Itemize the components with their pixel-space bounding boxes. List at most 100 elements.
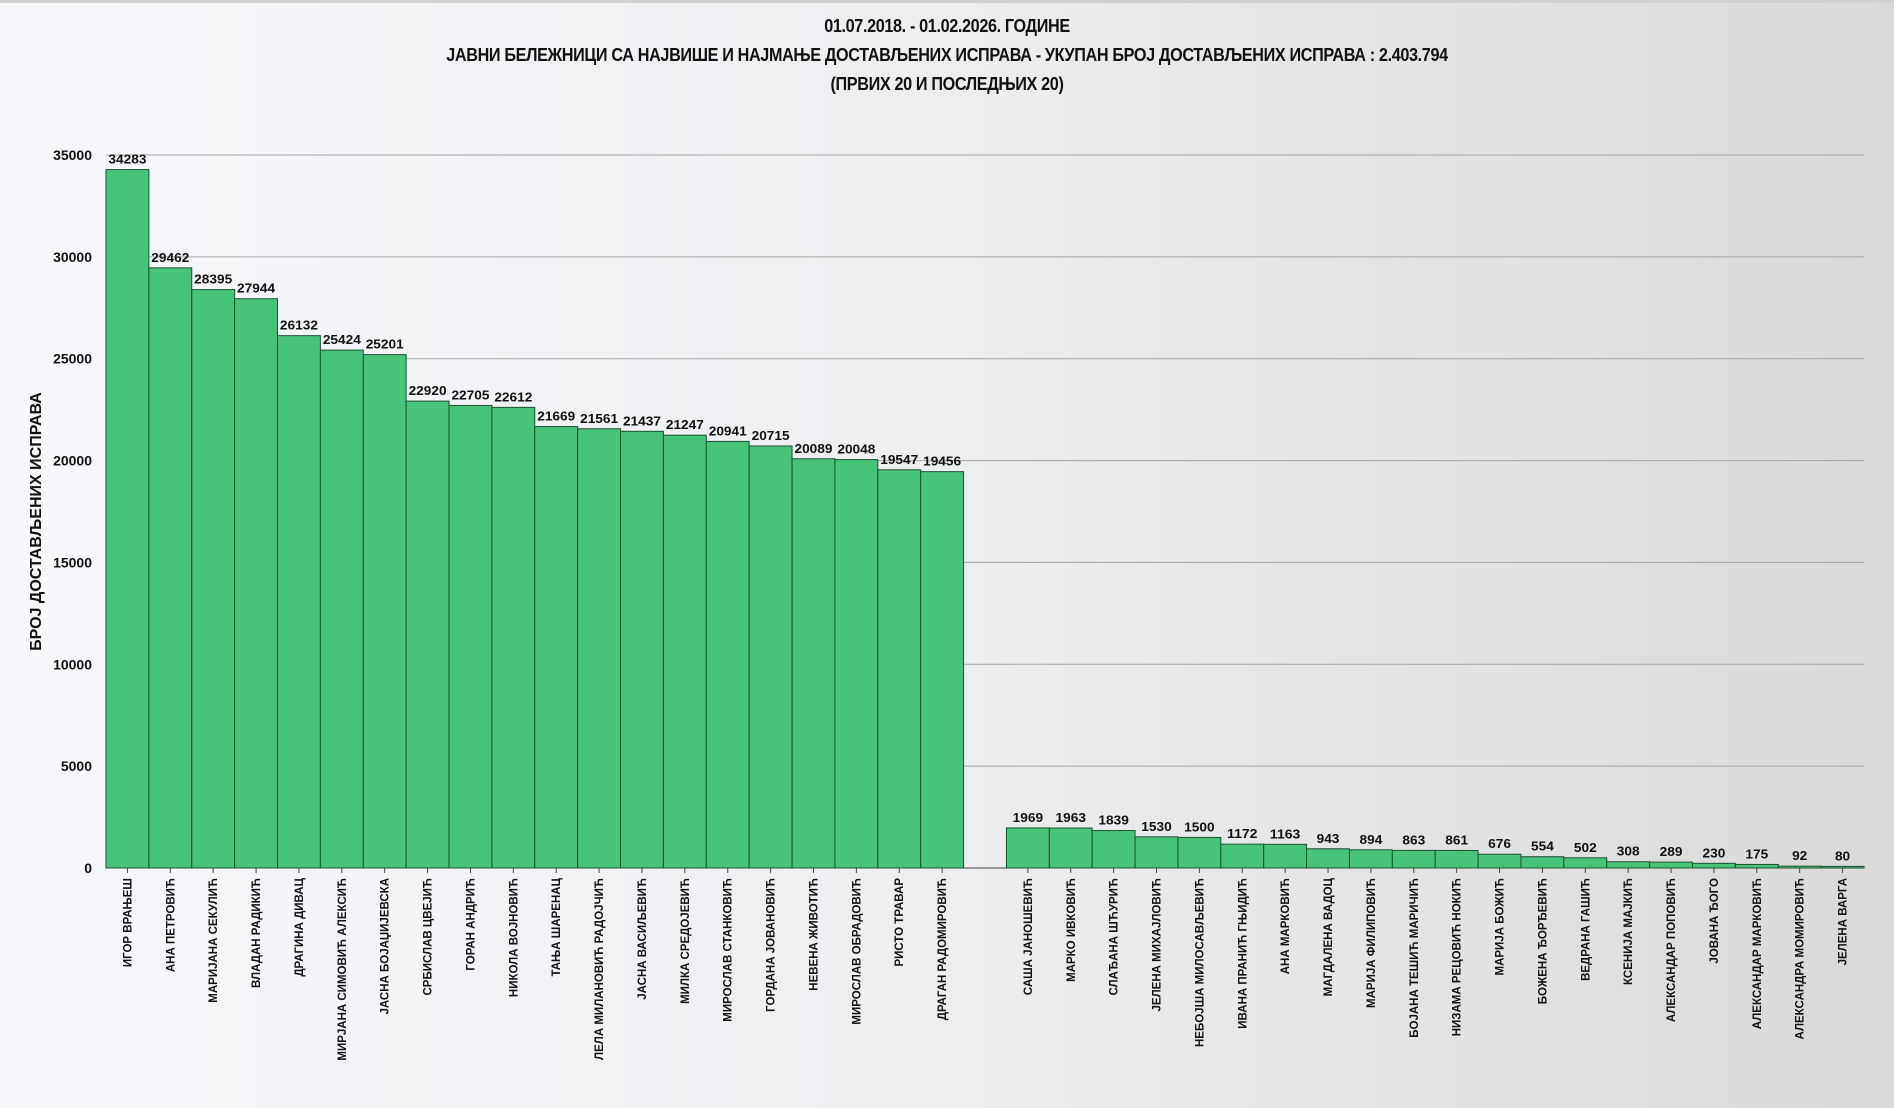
data-label: 21561 [580, 412, 618, 426]
bar [1777, 865, 1822, 869]
bar [1005, 827, 1050, 869]
bar [1391, 849, 1436, 869]
bar [1091, 830, 1136, 869]
data-label: 20941 [709, 424, 747, 438]
x-tick-label: МАРИЈА ФИЛИПОВИЋ [1366, 878, 1378, 1008]
y-tick-label: 15000 [53, 554, 92, 570]
bar [1734, 863, 1779, 869]
x-tick-label: МАРИЈАНА СЕКУЛИЋ [208, 878, 220, 1003]
bar [491, 406, 536, 869]
data-label: 230 [1703, 846, 1726, 860]
x-tick-label: МАРИЈА БОЖИЋ [1495, 878, 1507, 976]
x-tick-label: ЈЕЛЕНА МИХАЈЛОВИЋ [1152, 878, 1164, 1011]
data-label: 1530 [1141, 820, 1171, 834]
y-axis-label: БРОЈ ДОСТАВЉЕНИХ ИСПРАВА [28, 392, 45, 651]
x-tick-label: ИГОР ВРАЊЕШ [122, 878, 134, 967]
x-tick-label: ЈАСНА ВАСИЉЕВИЋ [637, 878, 649, 1000]
data-label: 22612 [494, 390, 532, 404]
bar [1434, 849, 1479, 869]
data-label: 1969 [1013, 811, 1043, 825]
data-label: 554 [1531, 840, 1554, 854]
bar [1177, 836, 1222, 869]
data-label: 21247 [666, 418, 704, 432]
x-tick-label: СРБИСЛАВ ЦВЕЈИЋ [423, 878, 435, 996]
data-label: 175 [1745, 847, 1768, 861]
data-label: 308 [1617, 845, 1640, 859]
x-tick-label: МИЛКА СРЕДОЈЕВИЋ [680, 878, 692, 1004]
bar [105, 169, 150, 869]
bar [148, 267, 193, 869]
data-label: 1500 [1184, 820, 1214, 834]
bar [319, 349, 364, 869]
y-tick-label: 25000 [53, 351, 92, 367]
data-label: 27944 [237, 282, 275, 296]
bar [1606, 861, 1651, 869]
title-line-3: (ПРВИХ 20 И ПОСЛЕДЊИХ 20) [830, 74, 1064, 94]
x-tick-label: АЛЕКСАНДАР ПОПОВИЋ [1666, 878, 1678, 1022]
x-tick-label: МИРОСЛАВ СТАНКОВИЋ [723, 878, 735, 1022]
bar [191, 289, 236, 869]
x-tick-label: САША ЈАНОШЕВИЋ [1023, 878, 1035, 995]
x-tick-label: РИСТО ТРАВАР [894, 878, 906, 967]
bar [577, 428, 622, 869]
x-tick-label: МИРЈАНА СИМОВИЋ АЛЕКСИЋ [337, 878, 349, 1061]
x-tick-label: АЛЕКСАНДРА МОМИРОВИЋ [1795, 878, 1807, 1040]
bar [834, 459, 879, 869]
data-label: 863 [1402, 833, 1425, 847]
bar [234, 298, 279, 869]
data-label: 21669 [537, 410, 575, 424]
y-tick-label: 0 [84, 860, 92, 876]
data-label: 502 [1574, 841, 1597, 855]
data-label: 1963 [1056, 811, 1086, 825]
data-label: 25424 [323, 333, 361, 347]
data-label: 20715 [752, 429, 790, 443]
bar [1520, 856, 1565, 869]
x-tick-label: ЈЕЛЕНА ВАРГА [1838, 878, 1850, 965]
data-label: 20089 [794, 442, 832, 456]
data-label: 943 [1317, 832, 1340, 846]
x-tick-label: АНА ПЕТРОВИЋ [165, 878, 177, 972]
x-tick-label: НИЗАМА РЕЦОВИЋ НОКИЋ [1452, 878, 1464, 1036]
x-tick-label: НЕБОЈША МИЛОСАВЉЕВИЋ [1194, 878, 1206, 1047]
x-tick-label: НЕВЕНА ЖИВОТИЋ [808, 878, 820, 991]
bar [705, 440, 750, 869]
data-label: 894 [1360, 833, 1383, 847]
bar [1306, 848, 1350, 869]
bar [662, 434, 707, 869]
data-label: 26132 [280, 319, 318, 333]
bar [1563, 857, 1608, 869]
data-label: 19547 [880, 453, 918, 467]
data-label: 25201 [366, 338, 404, 352]
data-label: 861 [1445, 833, 1468, 847]
x-tick-label: КСЕНИЈА МАЈКИЋ [1623, 878, 1635, 985]
x-tick-label: АЛЕКСАНДАР МАРКОВИЋ [1752, 878, 1764, 1029]
bar [534, 426, 579, 869]
x-tick-label: ТАЊА ШАРЕНАЦ [551, 877, 563, 976]
data-label: 80 [1835, 849, 1850, 863]
bar [362, 354, 407, 869]
x-tick-label: ЛЕЛА МИЛАНОВИЋ РАДОЈЧИЋ [594, 878, 606, 1060]
x-tick-label: МИРОСЛАВ ОБРАДОВИЋ [851, 878, 863, 1025]
bar [1477, 853, 1522, 869]
data-label: 29462 [151, 251, 189, 265]
y-tick-label: 30000 [53, 249, 92, 265]
bar [1348, 849, 1393, 869]
x-tick-label: ИВАНА ПРАНИЋ ГЊИДИЋ [1237, 878, 1249, 1029]
bar [448, 404, 493, 869]
bar [1134, 836, 1179, 869]
bar [405, 400, 450, 869]
bar [1048, 827, 1093, 869]
data-label: 19456 [923, 455, 961, 469]
y-tick-label: 35000 [53, 147, 92, 163]
data-label: 20048 [837, 443, 875, 457]
bar [1691, 862, 1736, 869]
y-tick-label: 5000 [61, 758, 92, 774]
x-tick-label: ЈАСНА БОЈАЏИЈЕВСКА [380, 878, 392, 1015]
x-tick-label: СЛАЂАНА ШЋУРИЋ [1109, 878, 1121, 995]
x-tick-label: БОЈАНА ТЕШИЋ МАРИЧИЋ [1409, 878, 1421, 1038]
data-label: 289 [1660, 845, 1683, 859]
title-line-1: 01.07.2018. - 01.02.2026. ГОДИНЕ [824, 16, 1070, 36]
x-tick-label: АНА МАРКОВИЋ [1280, 878, 1292, 974]
bar [620, 430, 664, 869]
